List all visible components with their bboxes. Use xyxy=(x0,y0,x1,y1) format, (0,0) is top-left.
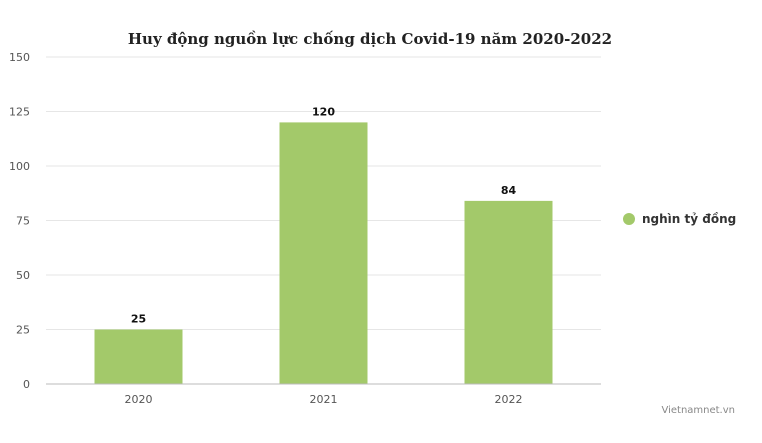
y-tick-label: 25 xyxy=(16,324,30,337)
y-tick-label: 0 xyxy=(23,378,30,391)
x-tick-label: 2020 xyxy=(125,393,153,406)
source-credit: Vietnamnet.vn xyxy=(661,405,735,416)
x-tick-label: 2022 xyxy=(495,393,523,406)
x-tick-label: 2021 xyxy=(310,393,338,406)
data-label-2020: 25 xyxy=(131,313,146,326)
data-label-2022: 84 xyxy=(501,184,517,197)
data-label-2021: 120 xyxy=(312,105,335,118)
legend-label: nghìn tỷ đồng xyxy=(642,212,736,226)
y-tick-label: 150 xyxy=(9,51,30,64)
legend-marker xyxy=(623,213,635,225)
bar-2022[interactable] xyxy=(464,200,553,384)
legend[interactable]: nghìn tỷ đồng xyxy=(623,212,736,226)
bars xyxy=(94,122,553,385)
bar-2020[interactable] xyxy=(94,329,183,385)
y-axis-ticks: 0 25 50 75 100 125 150 xyxy=(9,51,30,391)
y-tick-label: 50 xyxy=(16,269,30,282)
chart-title: Huy động nguồn lực chống dịch Covid-19 n… xyxy=(128,30,612,48)
data-labels: 25 120 84 xyxy=(131,105,517,325)
y-tick-label: 75 xyxy=(16,215,30,228)
bar-2021[interactable] xyxy=(279,122,368,385)
y-tick-label: 100 xyxy=(9,160,30,173)
y-tick-label: 125 xyxy=(9,106,30,119)
x-axis-ticks: 2020 2021 2022 xyxy=(125,393,523,406)
